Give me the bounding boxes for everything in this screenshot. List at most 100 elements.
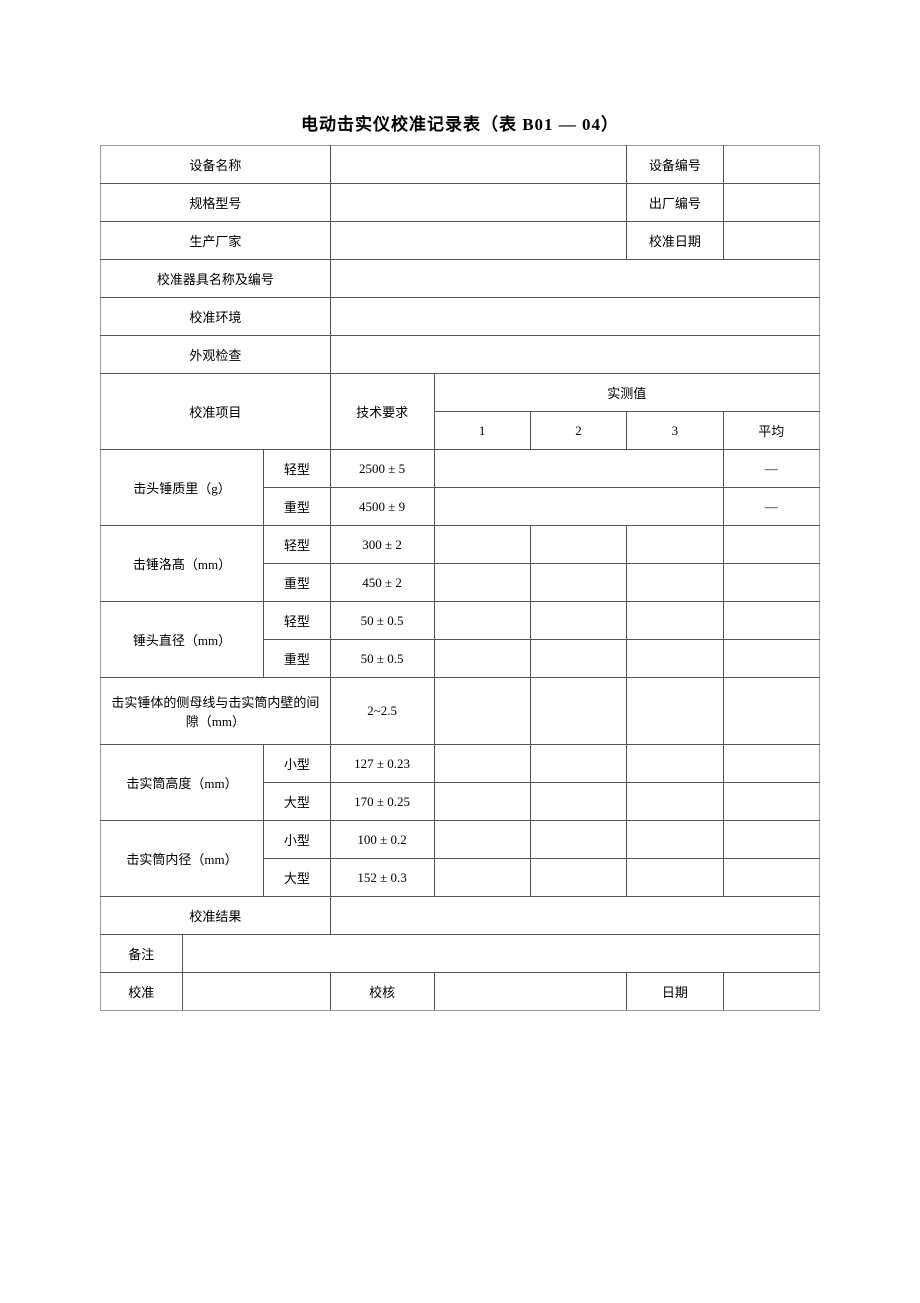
row1-sub1-v2 <box>530 564 626 602</box>
col-measured: 实测值 <box>434 374 820 412</box>
row0-sub1-variant: 重型 <box>264 488 331 526</box>
spec-model-value <box>330 184 626 222</box>
calib-env-label: 校准环境 <box>101 298 331 336</box>
result-label: 校准结果 <box>101 897 331 935</box>
row2-sub1-avg <box>723 640 819 678</box>
row1-sub0-v1 <box>434 526 530 564</box>
device-no-label: 设备编号 <box>627 146 723 184</box>
row3-name: 击实锤体的侧母线与击实筒内壁的间隙（mm） <box>101 678 331 745</box>
checker-label: 校核 <box>330 973 434 1011</box>
row0-sub1-req: 4500 ± 9 <box>330 488 434 526</box>
factory-no-label: 出厂编号 <box>627 184 723 222</box>
row2-sub0-v2 <box>530 602 626 640</box>
date-label: 日期 <box>627 973 723 1011</box>
row5-sub0-avg <box>723 821 819 859</box>
calib-tool-label: 校准器具名称及编号 <box>101 260 331 298</box>
row2-sub0-v1 <box>434 602 530 640</box>
page-title: 电动击实仪校准记录表（表 B01 — 04） <box>100 110 820 135</box>
col-calib-item: 校准项目 <box>101 374 331 450</box>
col-3: 3 <box>627 412 723 450</box>
row3-v2 <box>530 678 626 745</box>
calibrator-label: 校准 <box>101 973 183 1011</box>
col-tech-req: 技术要求 <box>330 374 434 450</box>
row2-sub1-v2 <box>530 640 626 678</box>
row1-sub0-req: 300 ± 2 <box>330 526 434 564</box>
factory-no-value <box>723 184 819 222</box>
row4-sub1-avg <box>723 783 819 821</box>
calib-env-value <box>330 298 819 336</box>
row4-sub0-v1 <box>434 745 530 783</box>
device-name-value <box>330 146 626 184</box>
row5-sub0-v2 <box>530 821 626 859</box>
row5-sub0-v1 <box>434 821 530 859</box>
remark-value <box>182 935 819 973</box>
row2-sub0-v3 <box>627 602 723 640</box>
spec-model-label: 规格型号 <box>101 184 331 222</box>
row1-sub1-variant: 重型 <box>264 564 331 602</box>
calib-date-label: 校准日期 <box>627 222 723 260</box>
row0-sub1-avg: — <box>723 488 819 526</box>
row2-sub1-v1 <box>434 640 530 678</box>
calibrator-value <box>182 973 330 1011</box>
checker-value <box>434 973 627 1011</box>
row0-sub0-req: 2500 ± 5 <box>330 450 434 488</box>
row0-sub0-v <box>434 450 723 488</box>
row3-v3 <box>627 678 723 745</box>
row2-sub0-avg <box>723 602 819 640</box>
row4-sub0-variant: 小型 <box>264 745 331 783</box>
appearance-label: 外观检查 <box>101 336 331 374</box>
row2-sub1-v3 <box>627 640 723 678</box>
col-2: 2 <box>530 412 626 450</box>
row5-sub1-v2 <box>530 859 626 897</box>
row1-sub0-variant: 轻型 <box>264 526 331 564</box>
row4-sub0-avg <box>723 745 819 783</box>
row2-sub0-req: 50 ± 0.5 <box>330 602 434 640</box>
row0-sub1-v <box>434 488 723 526</box>
col-avg: 平均 <box>723 412 819 450</box>
row5-sub1-v3 <box>627 859 723 897</box>
row2-sub1-variant: 重型 <box>264 640 331 678</box>
row3-req: 2~2.5 <box>330 678 434 745</box>
calib-tool-value <box>330 260 819 298</box>
col-1: 1 <box>434 412 530 450</box>
row0-name: 击头锤质里（g） <box>101 450 264 526</box>
remark-label: 备注 <box>101 935 183 973</box>
row4-sub1-v3 <box>627 783 723 821</box>
row4-sub1-v1 <box>434 783 530 821</box>
row4-sub0-v3 <box>627 745 723 783</box>
row1-sub1-v1 <box>434 564 530 602</box>
appearance-value <box>330 336 819 374</box>
row1-sub1-avg <box>723 564 819 602</box>
row3-avg <box>723 678 819 745</box>
row3-v1 <box>434 678 530 745</box>
row1-sub1-req: 450 ± 2 <box>330 564 434 602</box>
result-value <box>330 897 819 935</box>
row0-sub0-variant: 轻型 <box>264 450 331 488</box>
row5-sub1-req: 152 ± 0.3 <box>330 859 434 897</box>
row2-name: 锤头直径（mm） <box>101 602 264 678</box>
row4-sub1-variant: 大型 <box>264 783 331 821</box>
row2-sub1-req: 50 ± 0.5 <box>330 640 434 678</box>
row4-sub1-req: 170 ± 0.25 <box>330 783 434 821</box>
row5-sub1-variant: 大型 <box>264 859 331 897</box>
row1-sub0-avg <box>723 526 819 564</box>
row5-sub0-variant: 小型 <box>264 821 331 859</box>
row4-sub1-v2 <box>530 783 626 821</box>
device-name-label: 设备名称 <box>101 146 331 184</box>
row4-sub0-v2 <box>530 745 626 783</box>
row4-sub0-req: 127 ± 0.23 <box>330 745 434 783</box>
manufacturer-value <box>330 222 626 260</box>
device-no-value <box>723 146 819 184</box>
row5-sub1-v1 <box>434 859 530 897</box>
date-value <box>723 973 819 1011</box>
row4-name: 击实筒高度（mm） <box>101 745 264 821</box>
row5-sub1-avg <box>723 859 819 897</box>
row1-sub1-v3 <box>627 564 723 602</box>
manufacturer-label: 生产厂家 <box>101 222 331 260</box>
row5-name: 击实筒内径（mm） <box>101 821 264 897</box>
row2-sub0-variant: 轻型 <box>264 602 331 640</box>
row0-sub0-avg: — <box>723 450 819 488</box>
row5-sub0-v3 <box>627 821 723 859</box>
calib-date-value <box>723 222 819 260</box>
row1-sub0-v3 <box>627 526 723 564</box>
